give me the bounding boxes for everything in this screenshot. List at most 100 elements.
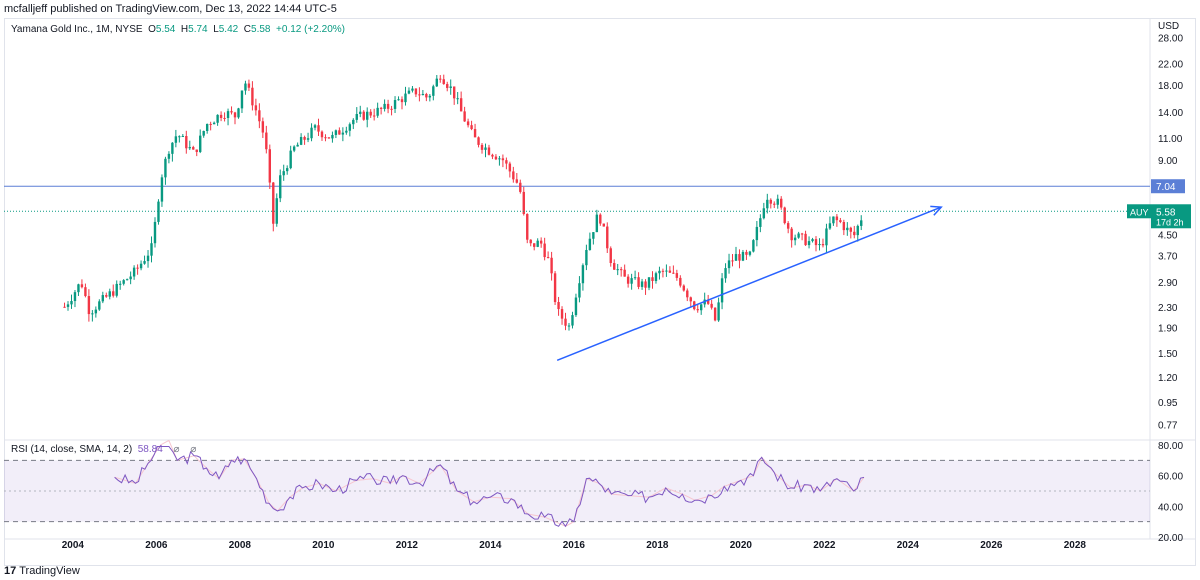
candle-body xyxy=(849,227,853,232)
candle-body xyxy=(720,278,724,303)
candle-body xyxy=(317,125,320,132)
candle-body xyxy=(539,240,543,244)
candle-body xyxy=(807,241,811,246)
candle-body xyxy=(609,248,612,264)
candle-body xyxy=(606,226,609,249)
candle-body xyxy=(418,94,421,96)
candle-body xyxy=(654,273,658,282)
high-label: H xyxy=(180,24,189,35)
candle-body xyxy=(362,111,365,120)
symbol-tag xyxy=(1127,204,1151,219)
candle-body xyxy=(442,79,445,85)
rsi-label[interactable]: RSI (14, close, SMA, 14, 2) xyxy=(11,444,133,455)
candle-body xyxy=(696,309,699,311)
candle-body xyxy=(414,88,418,95)
rsi-tick-label: 80.00 xyxy=(1158,441,1183,452)
y-tick-label: 14.00 xyxy=(1158,108,1183,119)
candle-body xyxy=(731,260,734,262)
candle-body xyxy=(268,149,271,183)
candle-body xyxy=(421,93,425,96)
support-trendline[interactable] xyxy=(556,206,942,361)
candle-body xyxy=(101,295,105,302)
x-tick-label: 2018 xyxy=(646,540,669,551)
candle-body xyxy=(386,103,390,109)
candle-body xyxy=(216,114,219,123)
candle-body xyxy=(233,112,237,118)
x-tick-label: 2006 xyxy=(145,540,168,551)
candle-body xyxy=(265,132,268,150)
candle-body xyxy=(623,269,626,277)
candle-body xyxy=(675,273,679,278)
candle-body xyxy=(112,291,115,296)
candle-body xyxy=(171,142,174,154)
candle-body xyxy=(832,216,835,224)
tradingview-brand[interactable]: 17 TradingView xyxy=(4,564,80,578)
candle-body xyxy=(258,110,261,122)
candle-body xyxy=(150,243,153,256)
candle-body xyxy=(219,114,223,118)
x-tick-label: 2008 xyxy=(229,540,252,551)
candle-body xyxy=(372,115,376,117)
candle-body xyxy=(748,251,752,255)
candle-body xyxy=(766,199,769,209)
candle-body xyxy=(432,86,435,96)
candle-body xyxy=(473,129,477,138)
candle-body xyxy=(793,237,797,241)
candle-body xyxy=(470,125,473,130)
candle-body xyxy=(292,146,296,151)
candle-body xyxy=(814,239,818,246)
candle-body xyxy=(174,136,178,143)
close-label: C xyxy=(243,24,252,35)
candle-body xyxy=(139,263,143,269)
candle-body xyxy=(571,315,574,326)
candle-body xyxy=(780,198,783,208)
candle-body xyxy=(397,99,400,101)
candle-body xyxy=(682,285,686,291)
candle-body xyxy=(498,158,501,160)
candle-body xyxy=(247,83,251,88)
publish-text: mcfalljeff published on TradingView.com,… xyxy=(4,3,337,15)
candle-body xyxy=(327,137,331,139)
candle-body xyxy=(480,144,484,150)
candle-body xyxy=(185,136,188,149)
y-tick-label: 4.50 xyxy=(1158,230,1178,241)
candle-body xyxy=(835,216,839,221)
publish-info: mcfalljeff published on TradingView.com,… xyxy=(0,0,1200,18)
candle-body xyxy=(536,240,539,247)
candle-body xyxy=(289,150,292,169)
x-tick-label: 2028 xyxy=(1064,540,1087,551)
candle-body xyxy=(178,136,181,138)
candle-body xyxy=(199,135,202,152)
candle-body xyxy=(143,261,146,264)
candle-body xyxy=(122,280,125,284)
visibility-icon[interactable]: ⌀ xyxy=(173,444,180,455)
candle-body xyxy=(700,304,703,311)
candle-body xyxy=(223,117,226,119)
candle-body xyxy=(769,199,772,204)
candle-body xyxy=(599,214,602,224)
candle-body xyxy=(595,214,599,233)
price-legend: Yamana Gold Inc., 1M, NYSE O5.54 H5.74 L… xyxy=(11,23,345,36)
candle-body xyxy=(251,87,254,106)
candle-body xyxy=(212,122,216,125)
candle-body xyxy=(672,272,675,274)
candle-body xyxy=(63,306,66,308)
candle-body xyxy=(306,138,310,140)
candle-body xyxy=(619,269,623,271)
settings-icon[interactable]: ⌀ xyxy=(190,444,197,455)
candle-body xyxy=(679,277,682,286)
x-tick-label: 2026 xyxy=(980,540,1003,551)
candle-body xyxy=(320,131,324,138)
candle-body xyxy=(797,233,800,238)
x-tick-label: 2016 xyxy=(563,540,586,551)
candle-body xyxy=(439,78,442,80)
candle-body xyxy=(108,291,111,297)
symbol-label[interactable]: Yamana Gold Inc., 1M, NYSE xyxy=(11,24,143,35)
candle-body xyxy=(828,223,832,229)
candle-body xyxy=(574,297,578,316)
brand-name: TradingView xyxy=(19,565,80,577)
rsi-tick-label: 20.00 xyxy=(1158,533,1183,544)
trendline-arrow-icon xyxy=(930,205,943,216)
candle-body xyxy=(800,233,804,235)
